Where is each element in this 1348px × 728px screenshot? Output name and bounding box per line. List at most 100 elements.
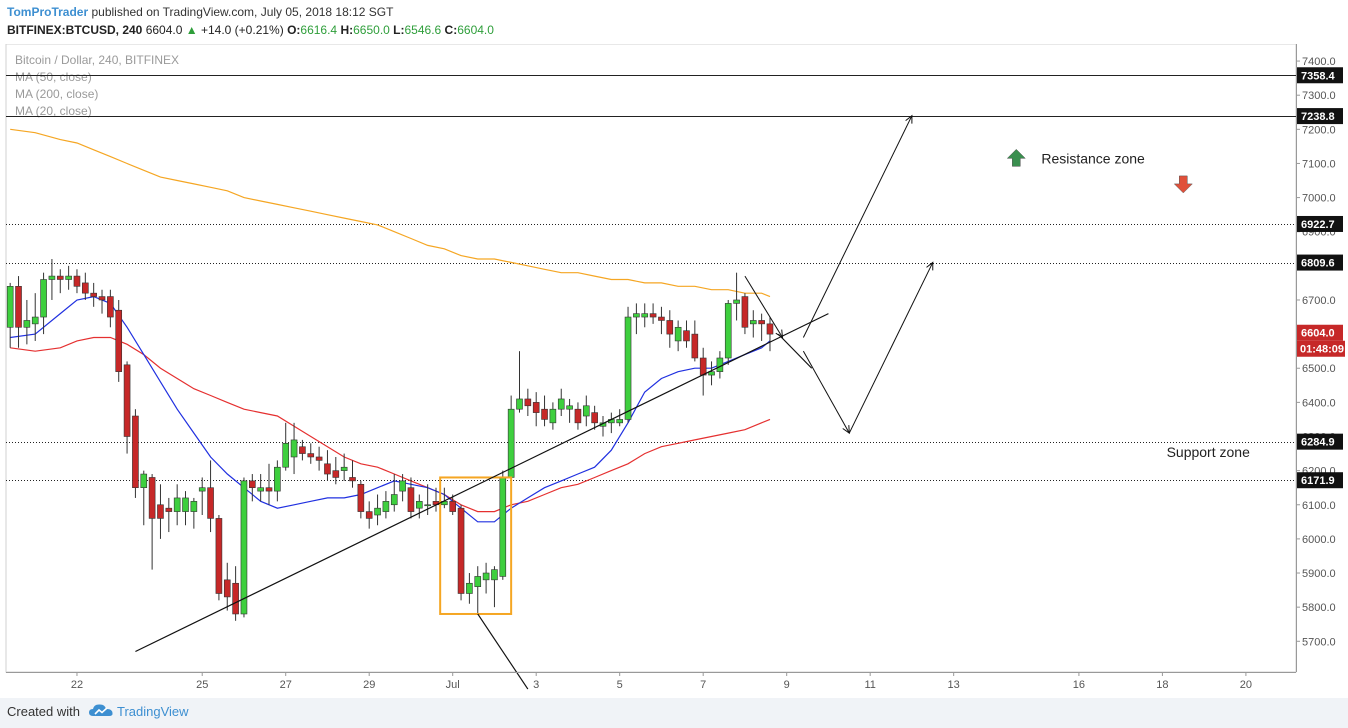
candle xyxy=(399,474,406,502)
candle-body xyxy=(532,402,540,413)
candle xyxy=(132,409,139,498)
candle-body xyxy=(90,292,97,297)
tag-bg xyxy=(1297,433,1343,450)
rising-support-trendline xyxy=(135,313,829,653)
candle-body xyxy=(399,480,406,492)
orange-box-extension xyxy=(477,613,529,690)
candle xyxy=(549,402,557,430)
legend-ma50[interactable]: MA (50, close) xyxy=(15,70,92,84)
candle xyxy=(674,320,682,352)
candle xyxy=(315,446,323,471)
candle-body xyxy=(666,320,674,335)
candle-body xyxy=(491,569,498,581)
published-text: published on TradingView.com, July 05, 2… xyxy=(91,5,394,19)
tradingview-cloud-icon[interactable] xyxy=(88,703,114,724)
candle xyxy=(215,515,223,601)
candle xyxy=(357,480,365,519)
level-tag-6284.9: 6284.9 xyxy=(1297,433,1343,450)
price-change: +14.0 (+0.21%) xyxy=(200,23,284,37)
candle-body xyxy=(407,487,415,512)
candle-body xyxy=(541,408,548,420)
candle xyxy=(332,456,340,485)
author-link[interactable]: TomProTrader xyxy=(7,5,89,19)
candle-body xyxy=(15,286,22,328)
time-tick-label: 18 xyxy=(1156,679,1168,691)
candle-body xyxy=(157,504,164,519)
candle-body xyxy=(516,398,523,410)
highlight-box xyxy=(439,476,513,615)
level-tag-6809.6: 6809.6 xyxy=(1297,254,1343,271)
time-tick-label: Jul xyxy=(446,679,460,691)
tag-bg xyxy=(1297,215,1343,232)
candle-body xyxy=(98,296,106,301)
price-tick-label: 6500.0 xyxy=(1302,363,1336,375)
candle xyxy=(624,306,632,423)
candle-body xyxy=(474,576,482,587)
price-axis[interactable]: 5700.05800.05900.06000.06100.06200.06300… xyxy=(1296,44,1336,672)
tag-bg xyxy=(1297,108,1343,125)
candle-body xyxy=(649,313,657,318)
candle-body xyxy=(416,501,423,509)
candle xyxy=(40,272,47,335)
candle-body xyxy=(6,286,14,328)
time-tick-label: 9 xyxy=(784,679,790,691)
tag-label: 6171.9 xyxy=(1301,475,1335,487)
candle-body xyxy=(633,313,640,318)
ohlc-line: BITFINEX:BTCUSD, 240 6604.0 ▲ +14.0 (+0.… xyxy=(7,23,494,37)
candle xyxy=(198,477,206,515)
candle xyxy=(641,303,649,328)
time-tick-label: 5 xyxy=(617,679,623,691)
candle-body xyxy=(524,398,532,407)
time-axis[interactable]: 22 25 27 29 Jul 3 5 7 9 11 13 16 18 20 xyxy=(6,672,1296,691)
candle xyxy=(574,402,582,430)
candle xyxy=(390,474,398,512)
created-with-text: Created with xyxy=(7,704,80,719)
candle-body xyxy=(232,582,239,615)
candle-body xyxy=(683,330,690,342)
candle xyxy=(541,395,548,427)
tradingview-link[interactable]: TradingView xyxy=(117,704,189,719)
candle xyxy=(566,398,573,423)
candle-body xyxy=(340,466,348,471)
chart-legend: Bitcoin / Dollar, 240, BITFINEX MA (50, … xyxy=(15,53,179,118)
tag-label: 6922.7 xyxy=(1301,219,1335,231)
horizontal-levels xyxy=(6,75,1296,481)
close-value: 6604.0 xyxy=(457,23,494,37)
candle-body xyxy=(324,463,331,475)
arrow-shaft xyxy=(802,350,850,434)
low-value: 6546.6 xyxy=(404,23,442,37)
candle-body xyxy=(374,507,381,516)
candle xyxy=(324,450,331,481)
candle xyxy=(766,317,774,352)
candle xyxy=(407,477,415,519)
price-chart[interactable]: Bitcoin / Dollar, 240, BITFINEX MA (50, … xyxy=(0,44,1348,698)
candle xyxy=(557,388,565,417)
price-tick-label: 6400.0 xyxy=(1302,397,1336,409)
candle xyxy=(666,310,674,348)
legend-title: Bitcoin / Dollar, 240, BITFINEX xyxy=(15,53,179,67)
candle-body xyxy=(240,480,248,615)
candle xyxy=(524,388,532,417)
time-tick-label: 3 xyxy=(533,679,539,691)
candle xyxy=(31,293,39,341)
legend-ma200[interactable]: MA (200, close) xyxy=(15,87,98,101)
candle xyxy=(290,422,298,475)
candle xyxy=(691,320,699,362)
footer-bar: Created with TradingView xyxy=(0,698,1348,728)
candle xyxy=(516,351,523,413)
candle xyxy=(190,497,198,529)
candle-body xyxy=(107,296,114,318)
high-value: 6650.0 xyxy=(353,23,390,37)
candle-body xyxy=(749,320,757,325)
price-tick-label: 7100.0 xyxy=(1302,158,1336,170)
candle-body xyxy=(641,313,649,318)
candle xyxy=(249,474,256,502)
legend-ma20[interactable]: MA (20, close) xyxy=(15,104,92,118)
candle xyxy=(65,265,72,290)
candle xyxy=(616,409,623,427)
candle xyxy=(56,269,64,294)
candle-body xyxy=(40,279,47,318)
candle xyxy=(299,439,306,461)
candle-body xyxy=(691,333,699,359)
candle-body xyxy=(257,487,264,492)
